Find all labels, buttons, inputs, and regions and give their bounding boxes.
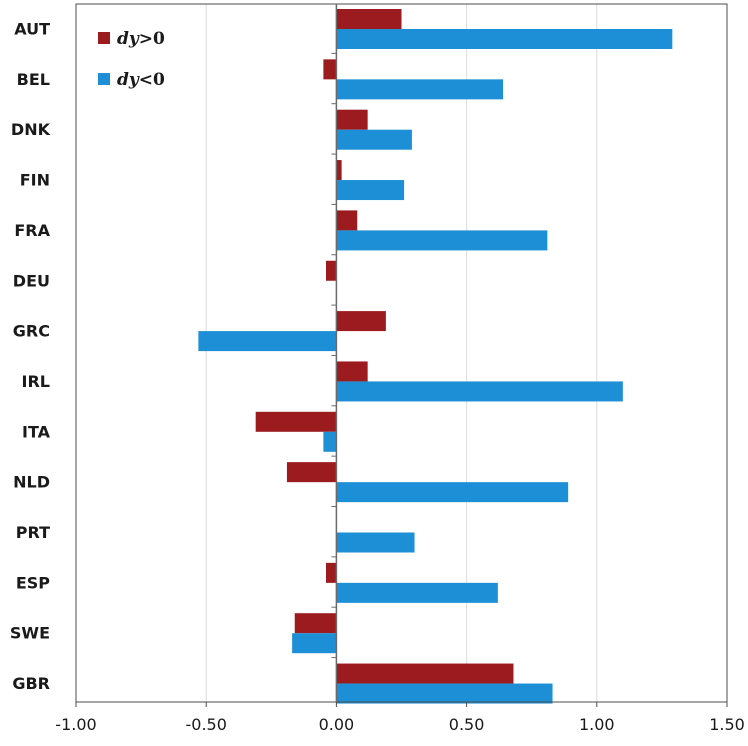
bar-dnk-series-1 xyxy=(336,129,412,150)
bar-esp-series-1 xyxy=(336,582,498,603)
bar-gbr-series-0 xyxy=(336,663,514,684)
x-tick-label: 1.50 xyxy=(709,715,745,734)
legend-swatch-dy-neg xyxy=(98,73,110,85)
category-label: BEL xyxy=(17,70,50,89)
bar-deu-series-0 xyxy=(325,260,337,281)
bar-aut-series-1 xyxy=(336,29,673,49)
bar-irl-series-0 xyxy=(336,361,368,382)
category-label: FIN xyxy=(20,171,50,190)
bar-grc-series-0 xyxy=(336,311,386,332)
category-label: PRT xyxy=(16,523,50,542)
bar-ita-series-1 xyxy=(323,431,337,452)
category-label: DEU xyxy=(13,271,50,290)
bar-dnk-series-0 xyxy=(336,109,368,130)
category-label: SWE xyxy=(10,624,50,643)
bar-nld-series-0 xyxy=(286,462,337,483)
category-label: GBR xyxy=(12,674,50,693)
bar-gbr-series-1 xyxy=(336,683,553,704)
bar-prt-series-1 xyxy=(336,532,415,553)
axes xyxy=(75,3,728,707)
bar-bel-series-0 xyxy=(323,59,337,80)
category-label: ESP xyxy=(16,573,50,592)
category-label: ITA xyxy=(22,422,51,441)
bar-fin-series-1 xyxy=(336,180,405,201)
bar-fra-series-1 xyxy=(336,230,548,251)
labels: AUT BEL DNK FIN FRA DEU GRC IRL ITA NLD PRT ESP SWE G… xyxy=(10,20,745,735)
category-label: FRA xyxy=(14,221,50,240)
bar-nld-series-1 xyxy=(336,482,569,503)
bar-irl-series-1 xyxy=(336,381,623,402)
x-tick-label: -0.50 xyxy=(185,715,226,734)
x-tick-label: 1.00 xyxy=(579,715,615,734)
x-tick-label: -1.00 xyxy=(55,715,96,734)
bar-grc-series-1 xyxy=(198,331,337,352)
bar-bel-series-1 xyxy=(336,79,504,100)
bar-aut-series-0 xyxy=(336,9,402,29)
category-label: IRL xyxy=(22,372,50,391)
legend-label-dy-pos: dy>0 xyxy=(117,29,165,49)
legend-label-dy-neg: dy<0 xyxy=(117,70,165,90)
bar-swe-series-1 xyxy=(292,633,337,654)
plot-frame xyxy=(75,3,728,703)
bars xyxy=(198,9,673,704)
category-label: AUT xyxy=(14,20,50,39)
legend-swatch-dy-pos xyxy=(98,32,110,44)
bar-fin-series-0 xyxy=(336,160,342,181)
bar-swe-series-0 xyxy=(294,613,337,634)
category-label: NLD xyxy=(13,473,50,492)
x-tick-label: 0.50 xyxy=(449,715,485,734)
x-tick-label: 0.00 xyxy=(319,715,355,734)
bar-fra-series-0 xyxy=(336,210,358,231)
category-label: GRC xyxy=(13,322,50,341)
bar-esp-series-0 xyxy=(325,562,337,583)
bar-ita-series-0 xyxy=(255,411,337,432)
legend: dy>0 dy<0 xyxy=(98,29,165,90)
category-label: DNK xyxy=(11,120,51,139)
